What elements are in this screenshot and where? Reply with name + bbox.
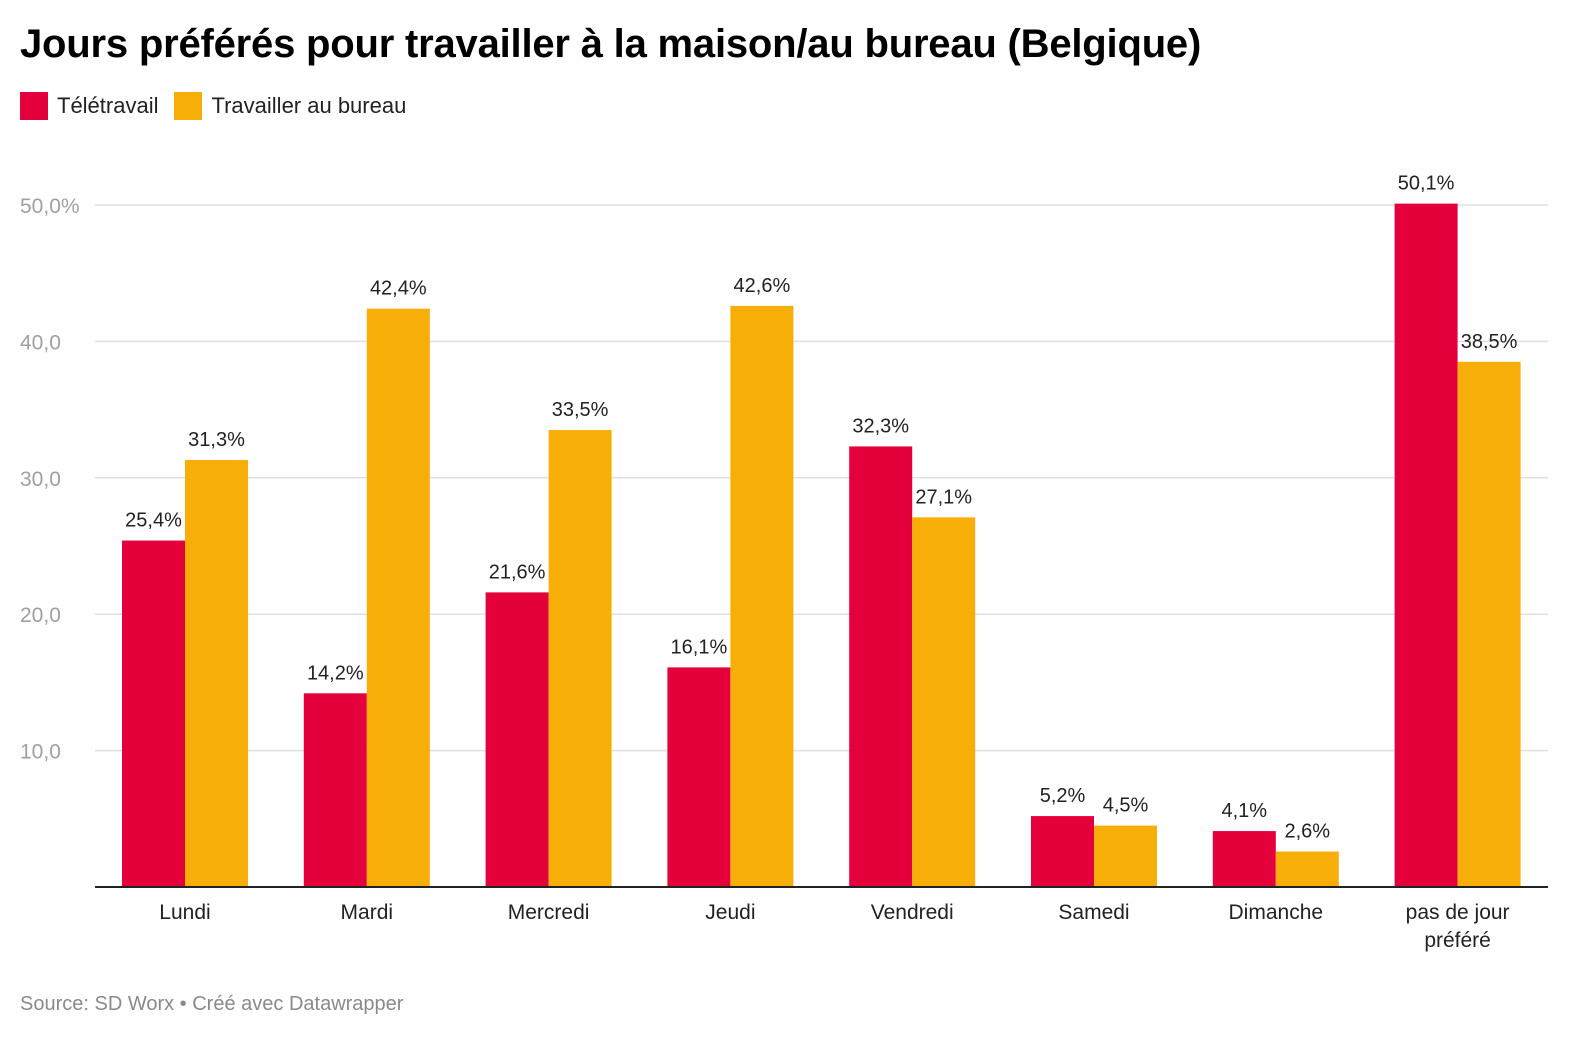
bar [1031, 816, 1094, 887]
data-label: 38,5% [1461, 331, 1518, 353]
data-label: 14,2% [307, 662, 364, 684]
legend-item-bureau: Travailler au bureau [174, 92, 406, 120]
x-tick-label-line: Vendredi [871, 901, 954, 924]
y-tick-label: 40,0 [20, 331, 61, 354]
data-label: 25,4% [125, 510, 182, 532]
bar [485, 592, 549, 887]
data-label: 31,3% [188, 429, 245, 451]
legend-label-teletravail: Télétravail [57, 93, 159, 118]
x-tick-label-line: Lundi [159, 901, 210, 924]
data-label: 32,3% [852, 415, 909, 437]
y-tick-label: 10,0 [20, 741, 61, 764]
y-tick-label: 50,0% [20, 195, 80, 218]
bar-chart: 10,0 20,0 30,0 40,0 50,0% 25,4% 14,2% 21,6% 16,1… [20, 173, 1548, 952]
bar [366, 308, 430, 887]
data-label: 42,6% [734, 275, 791, 297]
bar [730, 305, 794, 887]
x-tick-label-line: Jeudi [705, 901, 755, 924]
y-tick-label: 30,0 [20, 468, 61, 491]
x-tick-label-line: Mardi [341, 901, 394, 924]
x-tick-label: Lundi [159, 901, 210, 924]
bar [1212, 831, 1276, 887]
legend-swatch-teletravail [20, 92, 48, 120]
chart-title: Jours préférés pour travailler à la mais… [20, 22, 1202, 66]
data-label: 16,1% [671, 636, 728, 658]
x-tick-label-line: Mercredi [508, 901, 590, 924]
bar [1394, 203, 1458, 888]
bar [667, 667, 731, 887]
x-tick-label-line: préféré [1424, 929, 1491, 952]
data-label: 4,5% [1103, 795, 1149, 817]
x-tick-label-line: Samedi [1058, 901, 1129, 924]
data-label: 42,4% [370, 278, 427, 300]
data-label: 4,1% [1222, 800, 1268, 822]
legend: Télétravail Travailler au bureau [20, 92, 422, 120]
data-label: 50,1% [1398, 173, 1455, 195]
x-tick-label-line: pas de jour [1406, 901, 1510, 924]
x-tick-label: pas de jour préféré [1406, 901, 1510, 952]
x-tick-label: Mercredi [508, 901, 590, 924]
data-label: 33,5% [552, 399, 609, 421]
x-tick-label: Mardi [341, 901, 394, 924]
data-label: 21,6% [489, 561, 546, 583]
bar [1094, 825, 1157, 887]
bar [1457, 361, 1521, 887]
x-tick-label: Samedi [1058, 901, 1129, 924]
bar [185, 460, 248, 887]
legend-label-bureau: Travailler au bureau [211, 93, 407, 118]
data-label: 5,2% [1040, 785, 1086, 807]
bar [303, 693, 367, 887]
bar [122, 540, 185, 887]
x-tick-label: Dimanche [1229, 901, 1324, 924]
source-note: Source: SD Worx • Créé avec Datawrapper [20, 993, 404, 1015]
x-tick-label: Vendredi [871, 901, 954, 924]
bar [849, 446, 913, 887]
legend-item-teletravail: Télétravail [20, 92, 158, 120]
x-tick-label: Jeudi [705, 901, 755, 924]
bar [912, 517, 976, 887]
x-tick-label-line: Dimanche [1229, 901, 1324, 924]
legend-swatch-bureau [174, 92, 203, 120]
data-label: 27,1% [915, 486, 972, 508]
data-label: 2,6% [1285, 821, 1331, 843]
y-tick-label: 20,0 [20, 604, 61, 627]
bar [548, 430, 612, 887]
bar [1275, 851, 1339, 887]
